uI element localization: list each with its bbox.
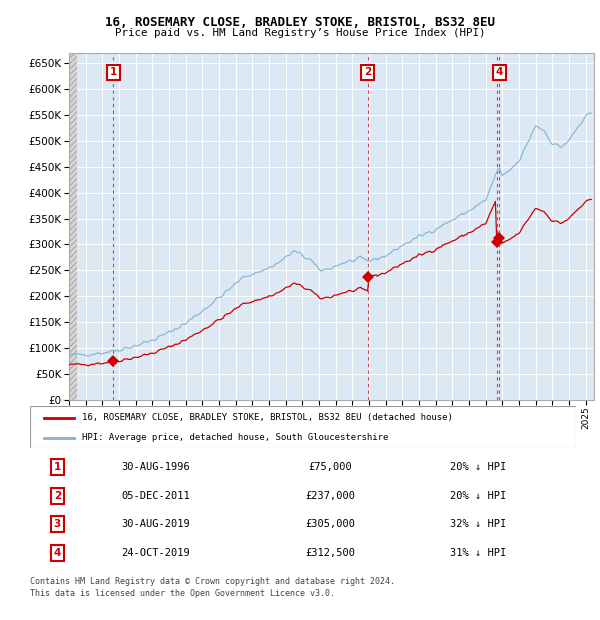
Text: 32% ↓ HPI: 32% ↓ HPI — [449, 520, 506, 529]
Text: 3: 3 — [53, 520, 61, 529]
FancyBboxPatch shape — [30, 406, 576, 448]
Text: £305,000: £305,000 — [305, 520, 355, 529]
Text: 4: 4 — [496, 68, 503, 78]
Text: 16, ROSEMARY CLOSE, BRADLEY STOKE, BRISTOL, BS32 8EU: 16, ROSEMARY CLOSE, BRADLEY STOKE, BRIST… — [105, 16, 495, 29]
Text: £237,000: £237,000 — [305, 490, 355, 500]
Text: This data is licensed under the Open Government Licence v3.0.: This data is licensed under the Open Gov… — [30, 589, 335, 598]
Text: Contains HM Land Registry data © Crown copyright and database right 2024.: Contains HM Land Registry data © Crown c… — [30, 577, 395, 586]
Text: 16, ROSEMARY CLOSE, BRADLEY STOKE, BRISTOL, BS32 8EU (detached house): 16, ROSEMARY CLOSE, BRADLEY STOKE, BRIST… — [82, 414, 453, 422]
Text: 20% ↓ HPI: 20% ↓ HPI — [449, 462, 506, 472]
Text: 2: 2 — [364, 68, 371, 78]
Text: 05-DEC-2011: 05-DEC-2011 — [121, 490, 190, 500]
Text: 20% ↓ HPI: 20% ↓ HPI — [449, 490, 506, 500]
Text: 31% ↓ HPI: 31% ↓ HPI — [449, 548, 506, 558]
Text: 1: 1 — [110, 68, 117, 78]
Text: 2: 2 — [53, 490, 61, 500]
Text: HPI: Average price, detached house, South Gloucestershire: HPI: Average price, detached house, Sout… — [82, 433, 388, 442]
Text: 4: 4 — [53, 548, 61, 558]
Text: Price paid vs. HM Land Registry’s House Price Index (HPI): Price paid vs. HM Land Registry’s House … — [115, 28, 485, 38]
Text: 30-AUG-2019: 30-AUG-2019 — [121, 520, 190, 529]
Text: 1: 1 — [53, 462, 61, 472]
Text: 24-OCT-2019: 24-OCT-2019 — [121, 548, 190, 558]
Text: 30-AUG-1996: 30-AUG-1996 — [121, 462, 190, 472]
Text: £312,500: £312,500 — [305, 548, 355, 558]
Text: £75,000: £75,000 — [308, 462, 352, 472]
